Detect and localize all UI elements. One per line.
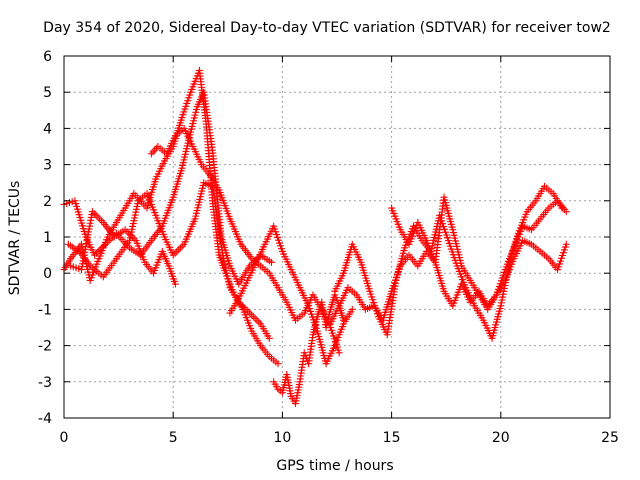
y-tick-label: -3 bbox=[38, 375, 52, 391]
y-tick-label: 6 bbox=[43, 49, 52, 65]
data-point bbox=[225, 281, 233, 289]
series-track-3 bbox=[64, 179, 273, 342]
data-point bbox=[175, 246, 183, 254]
data-point bbox=[498, 296, 506, 304]
x-tick-label: 10 bbox=[273, 430, 291, 446]
x-tick-label: 5 bbox=[169, 430, 178, 446]
data-point bbox=[499, 293, 507, 301]
x-axis-label: GPS time / hours bbox=[276, 458, 393, 474]
series-track-2 bbox=[60, 88, 275, 288]
series-track-4 bbox=[67, 208, 179, 288]
data-point bbox=[223, 272, 231, 280]
data-point bbox=[219, 255, 227, 263]
data-point bbox=[246, 309, 254, 317]
data-point bbox=[97, 217, 105, 225]
grid bbox=[64, 56, 610, 418]
data-point bbox=[497, 299, 505, 307]
data-point bbox=[221, 261, 229, 269]
data-point bbox=[348, 305, 356, 313]
data-point bbox=[225, 278, 233, 286]
y-tick-label: 3 bbox=[43, 158, 52, 174]
series-track-8 bbox=[331, 182, 566, 342]
x-tick-label: 0 bbox=[60, 430, 69, 446]
data-point bbox=[176, 244, 184, 252]
data-point bbox=[267, 258, 275, 266]
data-point bbox=[500, 287, 508, 295]
data-point bbox=[147, 150, 155, 158]
data-point bbox=[149, 148, 157, 156]
data-point bbox=[96, 215, 104, 223]
data-point bbox=[253, 316, 261, 324]
series-track-10 bbox=[388, 193, 570, 313]
data-point bbox=[173, 247, 181, 255]
data-point bbox=[562, 208, 570, 216]
y-tick-label: -4 bbox=[38, 411, 52, 427]
data-point bbox=[499, 290, 507, 298]
y-tick-label: 1 bbox=[43, 230, 52, 246]
data-point bbox=[274, 360, 282, 368]
data-point bbox=[220, 258, 228, 266]
data-point bbox=[335, 349, 343, 357]
x-tick-label: 20 bbox=[492, 430, 510, 446]
data-point bbox=[94, 213, 102, 221]
y-tick-label: 2 bbox=[43, 194, 52, 210]
y-tick-label: -1 bbox=[38, 302, 52, 318]
y-tick-label: 5 bbox=[43, 85, 52, 101]
data-point bbox=[224, 275, 232, 283]
data-point bbox=[223, 269, 231, 277]
data-points bbox=[60, 66, 570, 408]
data-point bbox=[562, 240, 570, 248]
data-point bbox=[151, 146, 159, 154]
data-point bbox=[221, 263, 229, 271]
data-point bbox=[222, 266, 230, 274]
data-point bbox=[497, 302, 505, 310]
axes: 0 5 10 15 20 25 -4 -3 -2 -1 0 1 2 3 4 5 6 bbox=[38, 49, 619, 446]
y-tick-label: 0 bbox=[43, 266, 52, 282]
y-tick-label: 4 bbox=[43, 121, 52, 137]
chart-title: Day 354 of 2020, Sidereal Day-to-day VTE… bbox=[43, 20, 611, 36]
data-point bbox=[255, 318, 263, 326]
series-track-7 bbox=[270, 291, 348, 408]
data-point bbox=[265, 334, 273, 342]
data-point bbox=[340, 316, 348, 324]
data-point bbox=[171, 280, 179, 288]
y-axis-label: SDTVAR / TECUs bbox=[7, 181, 23, 296]
y-tick-label: -2 bbox=[38, 339, 52, 355]
data-point bbox=[249, 313, 257, 321]
x-tick-label: 15 bbox=[383, 430, 401, 446]
x-tick-label: 25 bbox=[601, 430, 619, 446]
data-point bbox=[171, 249, 179, 257]
data-point bbox=[100, 242, 108, 250]
data-point bbox=[251, 314, 259, 322]
